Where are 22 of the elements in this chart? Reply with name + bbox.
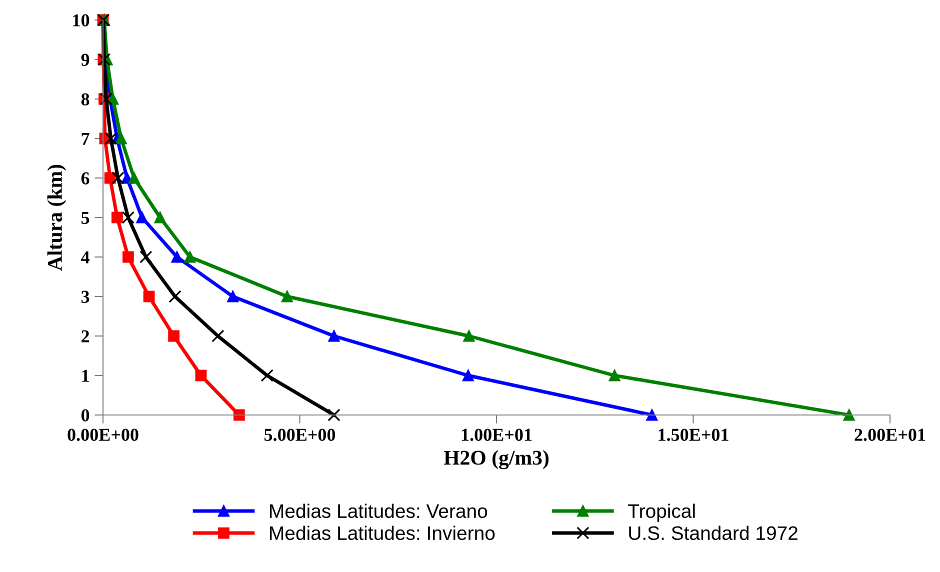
y-tick-label: 1 <box>82 370 89 382</box>
x-tick-label: 2.00E+01 <box>854 428 926 441</box>
y-tick-label: 8 <box>81 93 90 106</box>
legend-label: U.S. Standard 1972 <box>629 526 798 540</box>
x-tick-label: 5.00E+00 <box>264 428 336 441</box>
y-tick-label: 10 <box>73 14 90 26</box>
legend-label: Medias Latitudes: Invierno <box>270 526 495 540</box>
y-tick-label: 5 <box>82 212 90 224</box>
y-tick-label: 3 <box>81 290 90 303</box>
x-tick-label: 0.00E+00 <box>68 428 138 441</box>
y-tick-label: 6 <box>81 172 90 184</box>
x-axis-title: H2O (g/m3) <box>444 450 549 470</box>
y-tick-label: 2 <box>82 330 90 342</box>
y-axis-title: Altura (km) <box>47 164 66 271</box>
legend-label: Medias Latitudes: Verano <box>270 504 488 518</box>
y-tick-label: 0 <box>81 409 90 422</box>
legend-label: Tropical <box>628 504 695 522</box>
x-tick-label: 1.50E+01 <box>658 428 728 441</box>
y-tick-label: 7 <box>82 132 90 145</box>
y-tick-label: 9 <box>81 54 90 66</box>
y-tick-label: 4 <box>81 251 90 264</box>
x-tick-label: 1.00E+01 <box>462 428 532 441</box>
